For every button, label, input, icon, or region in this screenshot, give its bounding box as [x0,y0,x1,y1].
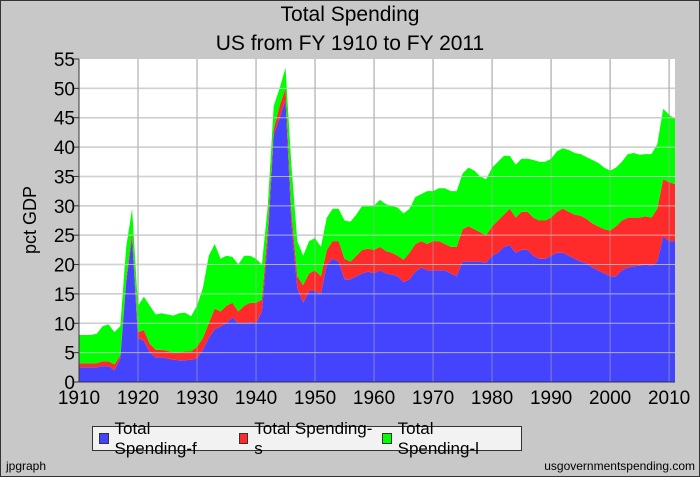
y-tick-label: 40 [54,138,75,159]
y-tick-label: 35 [54,167,75,188]
y-tick-label: 25 [54,226,75,247]
legend-label-s: Total Spending-s [254,418,373,458]
chart-subtitle: US from FY 1910 to FY 2011 [215,32,485,55]
y-tick-label: 45 [54,109,75,130]
footer-credit-source: usgovernmentspending.com [544,459,695,473]
legend-label-f: Total Spending-f [114,418,197,458]
legend-item-f: Total Spending-f [99,419,230,459]
legend: Total Spending-f Total Spending-s Total … [92,419,522,458]
footer-credit-jpgraph: jpgraph [6,459,47,473]
legend-item-s: Total Spending-s [238,418,373,459]
x-tick-label: 1960 [353,388,395,409]
area-total-spending-s [79,88,675,371]
y-tick-label: 20 [54,256,75,277]
chart-title: Total Spending [280,3,420,26]
legend-swatch-s [238,433,249,444]
x-tick-label: 1950 [294,388,336,409]
y-tick-label: 30 [54,197,75,218]
y-tick-label: 0 [64,373,75,394]
area-total-spending-f [79,100,675,382]
x-tick-label: 2010 [648,388,690,409]
legend-item-l: Total Spending-l [382,419,512,459]
y-tick-label: 55 [54,50,75,71]
x-tick-label: 1990 [530,388,572,409]
x-tick-label: 1920 [117,388,159,409]
y-tick-label: 5 [64,344,75,365]
x-tick-label: 1970 [412,388,454,409]
x-tick-label: 1930 [176,388,218,409]
legend-label-l: Total Spending-l [397,418,479,458]
legend-swatch-f [99,433,109,444]
y-axis-label: pct GDP [20,186,40,254]
legend-swatch-l [382,433,392,444]
area-total-spending-l [79,67,675,365]
y-tick-label: 15 [54,285,75,306]
x-tick-label: 1910 [58,388,100,409]
x-tick-label: 1980 [471,388,513,409]
x-tick-label: 2000 [589,388,631,409]
y-tick-label: 10 [54,314,75,335]
x-tick-label: 1940 [235,388,277,409]
y-tick-label: 50 [54,79,75,100]
